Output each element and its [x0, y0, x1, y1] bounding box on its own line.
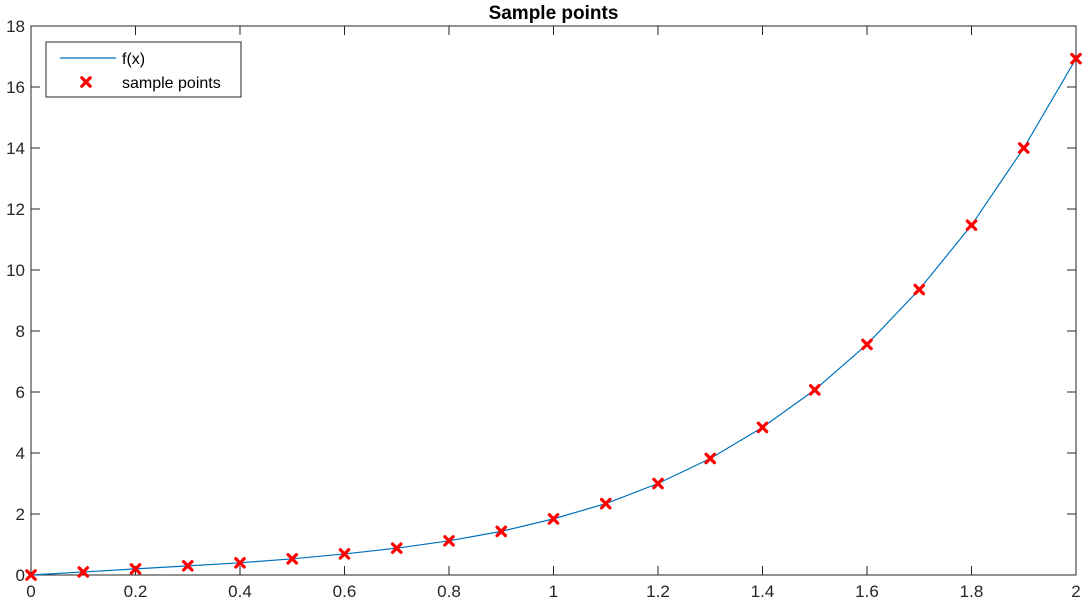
axes-frame	[30, 25, 1077, 576]
x-tick-label: 1.2	[646, 582, 670, 601]
x-tick-label: 0.6	[333, 582, 357, 601]
sample-point-marker	[1017, 142, 1030, 154]
legend: f(x) sample points	[45, 41, 242, 98]
sample-point-marker	[599, 497, 612, 510]
sample-point-marker	[913, 283, 926, 296]
x-tick-label: 0.4	[228, 582, 252, 601]
y-tick-label: 14	[6, 139, 25, 158]
sample-point-marker	[286, 553, 299, 565]
x-tick-label: 0.2	[124, 582, 148, 601]
y-tick-label: 10	[6, 261, 25, 280]
sample-point-marker	[652, 477, 664, 490]
legend-label: sample points	[122, 75, 221, 92]
x-tick-label: 2	[1071, 582, 1080, 601]
y-tick-label: 4	[16, 444, 25, 463]
x-tick-label: 0.8	[437, 582, 461, 601]
y-axis: 0 2 4 6 8 10 12 14 16 18	[6, 17, 1076, 585]
sample-point-marker	[756, 421, 769, 434]
sample-point-marker	[965, 219, 978, 231]
sample-point-marker	[181, 560, 194, 572]
legend-box	[45, 41, 242, 98]
y-tick-label: 0	[16, 566, 25, 585]
y-tick-label: 18	[6, 17, 25, 36]
axes-box	[30, 25, 1077, 576]
sample-point-marker	[704, 452, 717, 465]
chart-title: Sample points	[489, 3, 619, 24]
sample-point-marker	[77, 566, 90, 578]
x-tick-label: 1	[549, 582, 558, 601]
series-line-fx	[30, 58, 1077, 576]
y-tick-label: 2	[16, 505, 25, 524]
x-tick-label: 1.6	[855, 582, 879, 601]
sample-point-marker	[390, 542, 403, 554]
y-tick-label: 16	[6, 78, 25, 97]
sample-point-marker	[25, 569, 37, 581]
plot-area	[25, 52, 1082, 581]
y-tick-label: 8	[16, 322, 25, 341]
sample-point-marker	[338, 548, 351, 560]
sample-point-marker	[1070, 52, 1082, 65]
y-tick-label: 12	[6, 200, 25, 219]
legend-label: f(x)	[122, 51, 145, 68]
x-tick-label: 1.8	[960, 582, 984, 601]
sample-point-marker	[129, 563, 142, 575]
y-tick-label: 6	[16, 383, 25, 402]
x-tick-label: 0	[26, 582, 35, 601]
sample-point-marker	[808, 384, 821, 396]
sample-point-marker	[547, 513, 560, 525]
legend-marker-swatch	[80, 76, 92, 88]
sample-point-marker	[443, 535, 455, 547]
sample-point-marker	[861, 338, 873, 351]
sample-point-marker	[495, 525, 508, 538]
x-axis: 0 0.2 0.4 0.6 0.8 1 1.2 1.4 1.6 1.8 2	[26, 26, 1081, 601]
sample-point-marker	[234, 556, 246, 569]
x-tick-label: 1.4	[751, 582, 775, 601]
